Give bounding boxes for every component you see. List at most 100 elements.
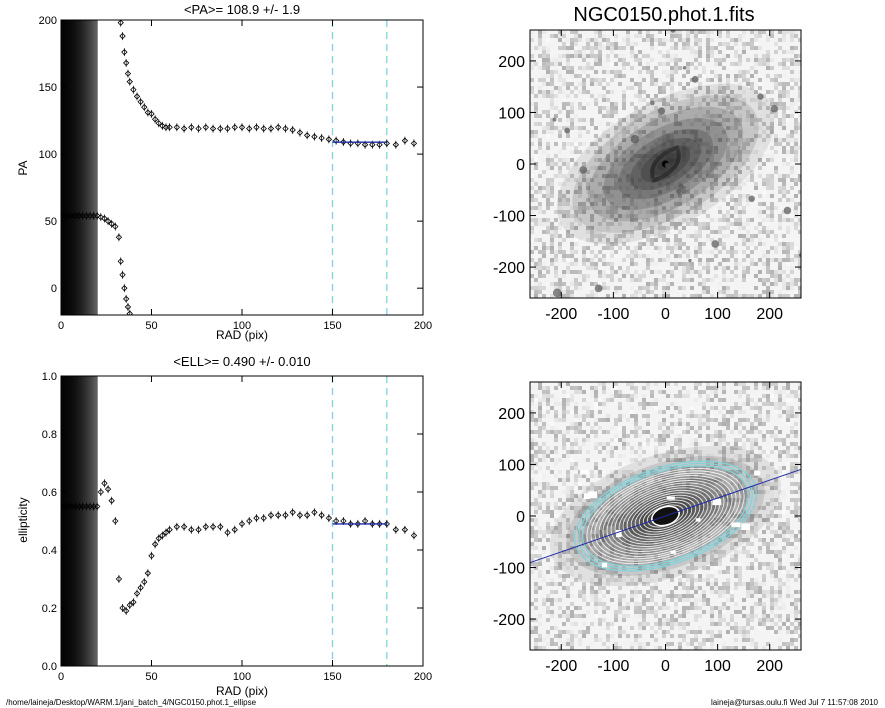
data-point — [392, 525, 400, 534]
data-point — [101, 214, 108, 223]
spiral-arms — [650, 145, 681, 183]
data-point — [173, 522, 181, 531]
data-point — [410, 531, 418, 540]
y-tick-label: 0.8 — [42, 429, 57, 441]
data-point — [133, 589, 141, 598]
data-point — [325, 135, 333, 144]
pa-x-axis-label: RAD (pix) — [216, 328, 268, 342]
data-point — [72, 211, 79, 220]
data-point — [303, 131, 311, 140]
y-tick-label: -200 — [493, 612, 525, 629]
data-point — [195, 525, 202, 534]
x-tick-label: 100 — [704, 658, 731, 675]
data-point — [162, 123, 170, 132]
data-point — [90, 502, 97, 511]
data-point — [72, 502, 79, 511]
pa-chart-title: <PA>= 108.9 +/- 1.9 — [184, 2, 300, 17]
data-point — [260, 514, 267, 523]
y-tick-label: 100 — [498, 457, 525, 474]
data-point — [253, 123, 260, 132]
field-star — [711, 240, 720, 248]
field-star — [798, 253, 801, 257]
data-point — [104, 217, 112, 226]
inner-region-shading — [61, 20, 98, 315]
field-star — [688, 258, 692, 263]
x-tick-label: 200 — [756, 658, 783, 675]
data-point — [260, 124, 267, 133]
data-point — [275, 123, 282, 132]
data-point — [115, 233, 123, 242]
data-point — [217, 124, 224, 133]
field-star — [579, 165, 588, 174]
sky-image — [530, 30, 801, 298]
data-point — [246, 517, 253, 525]
y-tick-label: -100 — [493, 561, 525, 578]
data-point — [144, 569, 152, 578]
y-tick-label: 50 — [45, 216, 57, 228]
field-star — [783, 206, 792, 215]
data-point — [289, 125, 296, 134]
x-tick-label: 0 — [58, 320, 64, 332]
masked-region — [712, 498, 722, 506]
x-tick-label: 100 — [233, 671, 251, 683]
field-star — [657, 107, 666, 115]
data-point — [115, 575, 123, 583]
pa-y-axis-label: PA — [16, 160, 30, 175]
data-point — [180, 124, 188, 133]
y-tick-label: -100 — [493, 209, 525, 226]
data-point — [121, 48, 128, 57]
data-point — [401, 525, 409, 534]
data-point — [79, 502, 86, 511]
data-point — [410, 139, 418, 148]
x-tick-label: 200 — [414, 671, 432, 683]
ellipticity-profile-chart: <ELL>= 0.490 +/- 0.010 RAD (pix) ellipti… — [16, 354, 432, 698]
data-point — [94, 502, 101, 511]
data-point — [238, 519, 246, 528]
data-point — [61, 211, 68, 220]
data-point — [209, 522, 217, 531]
x-tick-label: 0 — [661, 306, 670, 323]
x-tick-label: -100 — [597, 658, 629, 675]
y-tick-label: 100 — [39, 149, 57, 161]
data-point — [97, 488, 104, 496]
data-point — [83, 211, 90, 220]
data-points — [61, 20, 418, 315]
field-star — [698, 138, 703, 143]
data-point — [392, 140, 400, 149]
data-point — [224, 528, 231, 537]
data-point — [296, 511, 304, 520]
data-point — [224, 124, 231, 133]
x-tick-label: 50 — [145, 320, 157, 332]
data-point — [159, 531, 166, 540]
field-star — [650, 100, 655, 106]
field-star — [664, 162, 670, 168]
ell-x-axis-label: RAD (pix) — [216, 684, 268, 698]
data-point — [65, 211, 72, 220]
data-point — [108, 219, 115, 228]
data-point — [332, 136, 340, 145]
data-point — [124, 69, 132, 78]
data-point — [122, 606, 130, 615]
data-point — [90, 211, 97, 220]
data-point — [108, 496, 115, 505]
data-point — [202, 123, 209, 132]
ell-chart-title: <ELL>= 0.490 +/- 0.010 — [173, 354, 310, 369]
data-point — [124, 302, 132, 311]
data-point — [318, 134, 325, 142]
data-point — [126, 601, 133, 610]
data-point — [75, 502, 83, 511]
masked-region — [583, 493, 591, 499]
data-point — [383, 139, 390, 148]
data-point — [151, 540, 159, 549]
data-point — [318, 511, 325, 520]
pa-profile-chart: <PA>= 108.9 +/- 1.9 RAD (pix) PA 0 50 100 1… — [16, 2, 432, 342]
footer-user: laineja@tursas.oulu.fi Wed Jul 7 11:57:0… — [711, 698, 879, 707]
data-point — [282, 124, 289, 133]
data-point — [119, 604, 126, 612]
x-tick-label: 0 — [661, 658, 670, 675]
data-point — [104, 485, 112, 494]
data-point — [112, 517, 119, 525]
image-title: NGC0150.phot.1.fits — [573, 4, 754, 26]
masked-region — [616, 529, 622, 538]
x-tick-label: 0 — [58, 671, 64, 683]
